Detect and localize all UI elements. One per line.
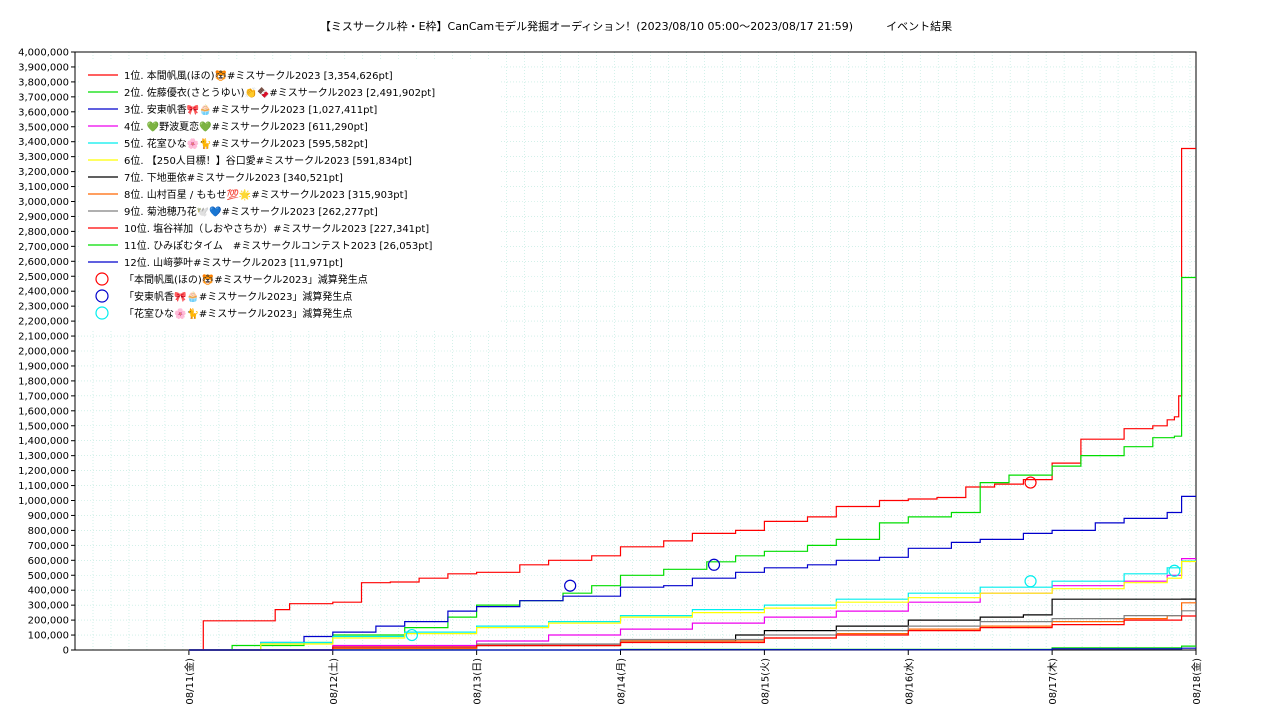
y-tick-label: 800,000 — [28, 526, 69, 537]
axes: 0 100,000 200,000 300,000 400,000 500,000 600,… — [18, 48, 1203, 705]
legend-entry: 5位. 花室ひな🌸🐈#ミスサークル2023 [595,582pt] — [124, 137, 368, 150]
y-tick-label: 2,100,000 — [18, 332, 69, 343]
penalty-markers — [405, 476, 1181, 642]
legend-entry: 4位. 💚野波夏恋💚#ミスサークル2023 [611,290pt] — [124, 120, 368, 133]
x-tick-label: 08/11(金) — [183, 658, 196, 705]
legend-marker-swatch — [95, 272, 109, 286]
y-tick-label: 3,300,000 — [18, 152, 69, 163]
y-tick-label: 2,500,000 — [18, 272, 69, 283]
y-tick-label: 3,600,000 — [18, 107, 69, 118]
y-tick-label: 2,900,000 — [18, 212, 69, 223]
legend-marker-entry: 「本間帆風(ほの)🐯#ミスサークル2023」減算発生点 — [124, 273, 368, 286]
y-tick-label: 3,900,000 — [18, 62, 69, 73]
penalty-marker-3 — [1024, 575, 1037, 588]
y-tick-label: 2,300,000 — [18, 302, 69, 313]
legend-marker-entry: 「安東帆香🎀🧁#ミスサークル2023」減算発生点 — [124, 290, 352, 303]
penalty-marker-3 — [405, 628, 418, 642]
y-tick-label: 1,900,000 — [18, 361, 69, 372]
series-line-12 — [188, 647, 1196, 651]
legend-entry: 10位. 塩谷祥加（しおやさちか）#ミスサークル2023 [227,341pt] — [124, 222, 429, 235]
legend-entry: 2位. 佐藤優衣(さとうゆい)👏🍫#ミスサークル2023 [2,491,902p… — [124, 86, 435, 99]
series-line-6 — [188, 560, 1196, 651]
y-tick-label: 400,000 — [28, 586, 69, 597]
y-tick-label: 2,200,000 — [18, 317, 69, 328]
y-tick-label: 1,100,000 — [18, 481, 69, 492]
y-tick-label: 1,300,000 — [18, 451, 69, 462]
y-tick-label: 200,000 — [28, 616, 69, 627]
penalty-marker-2 — [564, 579, 577, 592]
legend-marker-swatch — [95, 289, 109, 303]
y-tick-label: 0 — [63, 646, 69, 657]
y-tick-label: 1,600,000 — [18, 406, 69, 417]
y-tick-label: 3,200,000 — [18, 167, 69, 178]
y-tick-label: 1,500,000 — [18, 421, 69, 432]
series-line-10 — [188, 615, 1196, 651]
x-tick-label: 08/13(日) — [473, 658, 484, 705]
y-tick-label: 3,500,000 — [18, 122, 69, 133]
y-tick-label: 3,700,000 — [18, 92, 69, 103]
y-tick-label: 2,700,000 — [18, 242, 69, 253]
x-tick-label: 08/15(火) — [759, 658, 771, 705]
x-tick-label: 08/12(土) — [327, 658, 340, 705]
series-line-4 — [188, 558, 1196, 651]
series-line-3 — [188, 495, 1196, 651]
y-tick-label: 900,000 — [28, 511, 69, 522]
legend-entry: 1位. 本間帆風(ほの)🐯#ミスサークル2023 [3,354,626pt] — [124, 69, 393, 82]
y-tick-label: 3,800,000 — [18, 77, 69, 88]
y-tick-label: 300,000 — [28, 601, 69, 612]
legend-entry: 12位. 山﨑夢叶#ミスサークル2023 [11,971pt] — [124, 256, 343, 269]
y-tick-label: 1,000,000 — [18, 496, 69, 507]
series-line-1 — [200, 147, 1196, 651]
series-line-2 — [188, 276, 1196, 651]
chart-title: 【ミスサークル枠・E枠】CanCamモデル発掘オーディション！(2023/08/… — [320, 19, 952, 33]
x-tick-label: 08/16(水) — [903, 658, 915, 705]
legend-entry: 6位. 【250人目標！】谷口愛#ミスサークル2023 [591,834pt] — [124, 154, 412, 167]
y-tick-label: 1,400,000 — [18, 436, 69, 447]
y-tick-label: 100,000 — [28, 631, 69, 642]
penalty-marker-2 — [707, 558, 721, 571]
penalty-marker-1 — [1024, 476, 1037, 489]
legend-entry: 9位. 菊池穂乃花🕊️💙#ミスサークル2023 [262,277pt] — [124, 205, 378, 218]
y-tick-label: 3,000,000 — [18, 197, 69, 208]
x-tick-label: 08/17(木) — [1047, 658, 1059, 705]
y-tick-label: 600,000 — [28, 556, 69, 567]
y-tick-label: 2,600,000 — [18, 257, 69, 268]
y-tick-label: 1,700,000 — [18, 391, 69, 402]
x-tick-label: 08/18(金) — [1190, 658, 1203, 705]
y-tick-label: 3,400,000 — [18, 137, 69, 148]
y-tick-label: 4,000,000 — [18, 48, 69, 59]
legend-entry: 8位. 山村百星 / ももせ💯🌟#ミスサークル2023 [315,903pt] — [124, 188, 408, 201]
series-line-5 — [188, 560, 1196, 651]
legend-entry: 7位. 下地亜依#ミスサークル2023 [340,521pt] — [124, 171, 343, 184]
y-tick-label: 2,800,000 — [18, 227, 69, 238]
y-tick-label: 700,000 — [28, 541, 69, 552]
y-tick-label: 2,400,000 — [18, 287, 69, 298]
y-tick-label: 2,000,000 — [18, 347, 69, 358]
legend-entry: 3位. 安東帆香🎀🧁#ミスサークル2023 [1,027,411pt] — [124, 103, 377, 116]
y-tick-label: 500,000 — [28, 571, 69, 582]
legend: 1位. 本間帆風(ほの)🐯#ミスサークル2023 [3,354,626pt] 2位… — [80, 61, 500, 329]
legend-marker-entry: 「花室ひな🌸🐈#ミスサークル2023」減算発生点 — [124, 307, 352, 320]
legend-entry: 11位. ひみぽむタイム #ミスサークルコンテスト2023 [26,053pt] — [124, 239, 433, 252]
series-lines — [188, 147, 1196, 651]
x-tick-label: 08/14(月) — [616, 658, 628, 705]
penalty-marker-3 — [1168, 564, 1181, 577]
legend-box — [80, 61, 500, 329]
y-tick-label: 1,200,000 — [18, 466, 69, 477]
legend-marker-swatch — [95, 306, 109, 320]
y-tick-label: 3,100,000 — [18, 182, 69, 193]
y-tick-label: 1,800,000 — [18, 376, 69, 387]
